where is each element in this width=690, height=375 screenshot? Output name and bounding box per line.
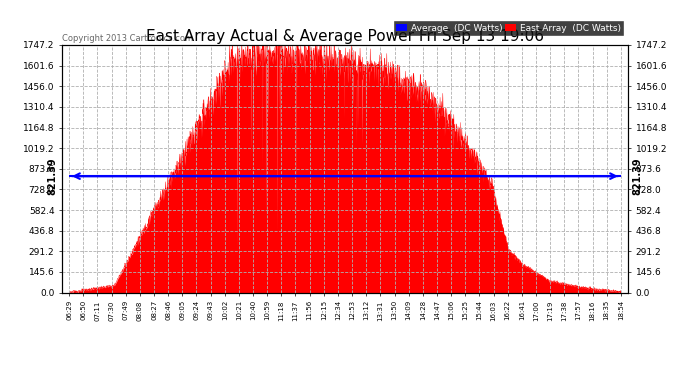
- Title: East Array Actual & Average Power Fri Sep 13 19:06: East Array Actual & Average Power Fri Se…: [146, 29, 544, 44]
- Text: 821.39: 821.39: [47, 158, 57, 195]
- Text: Copyright 2013 Cartronics.com: Copyright 2013 Cartronics.com: [62, 33, 193, 42]
- Legend: Average  (DC Watts), East Array  (DC Watts): Average (DC Watts), East Array (DC Watts…: [394, 21, 623, 36]
- Text: 821.39: 821.39: [633, 158, 643, 195]
